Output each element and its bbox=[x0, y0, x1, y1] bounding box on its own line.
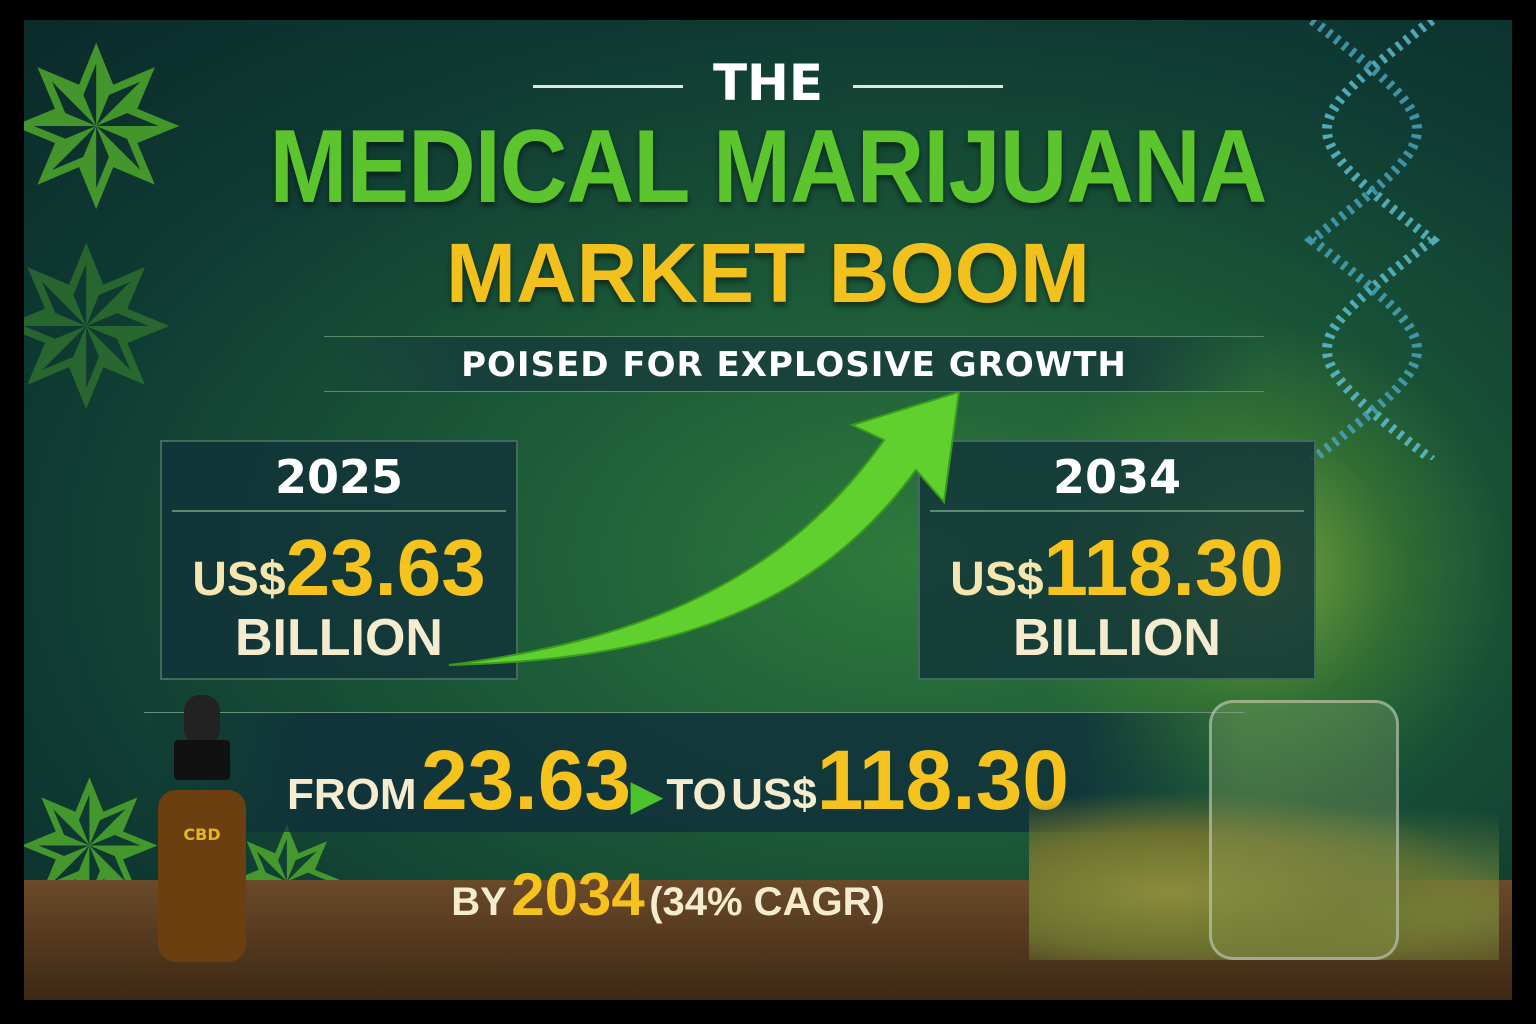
start-currency: US$ bbox=[192, 553, 286, 606]
summary-line: FROM 23.63▶ TO US$118.30 bbox=[24, 732, 1422, 829]
title-pre: THE bbox=[24, 54, 1512, 112]
by-label: BY bbox=[451, 880, 507, 924]
start-value-panel: 2025 US$23.63 BILLION bbox=[160, 440, 518, 680]
infographic: ✵ ✵ ✵ ✵ THE MEDICAL MARIJUANA MARKET BOO… bbox=[24, 20, 1512, 1000]
to-currency: US$ bbox=[731, 770, 817, 819]
cannabis-leaf-icon: ✵ bbox=[24, 20, 189, 258]
bottle-label: CBD bbox=[183, 825, 220, 844]
from-value: 23.63 bbox=[420, 733, 632, 827]
forecast-line: BY 2034 (34% CAGR) bbox=[24, 860, 1412, 929]
to-value: 118.30 bbox=[816, 733, 1070, 827]
start-year: 2025 bbox=[172, 442, 506, 512]
from-label: FROM bbox=[286, 770, 417, 819]
subtitle-banner: POISED FOR EXPLOSIVE GROWTH bbox=[324, 336, 1264, 392]
title-main: MEDICAL MARIJUANA bbox=[269, 109, 1267, 225]
forecast-year: 2034 bbox=[511, 861, 645, 928]
cannabis-leaf-icon: ✵ bbox=[24, 202, 179, 458]
end-currency: US$ bbox=[950, 553, 1044, 606]
cagr: (34% CAGR) bbox=[649, 880, 885, 924]
end-year: 2034 bbox=[930, 442, 1304, 512]
play-arrow-icon: ▶ bbox=[631, 774, 662, 818]
glass-jar-icon bbox=[1209, 700, 1399, 960]
cbd-oil-bottle-icon: CBD bbox=[158, 695, 246, 962]
start-unit: BILLION bbox=[235, 609, 443, 667]
title-the: THE bbox=[712, 54, 824, 112]
end-value: 118.30 bbox=[1043, 523, 1284, 612]
title-secondary: MARKET BOOM bbox=[446, 226, 1090, 320]
end-value-panel: 2034 US$118.30 BILLION bbox=[918, 440, 1316, 680]
dna-helix-icon bbox=[1303, 20, 1441, 460]
end-unit: BILLION bbox=[1013, 609, 1221, 667]
start-value: 23.63 bbox=[285, 523, 486, 612]
to-label: TO bbox=[666, 770, 727, 819]
